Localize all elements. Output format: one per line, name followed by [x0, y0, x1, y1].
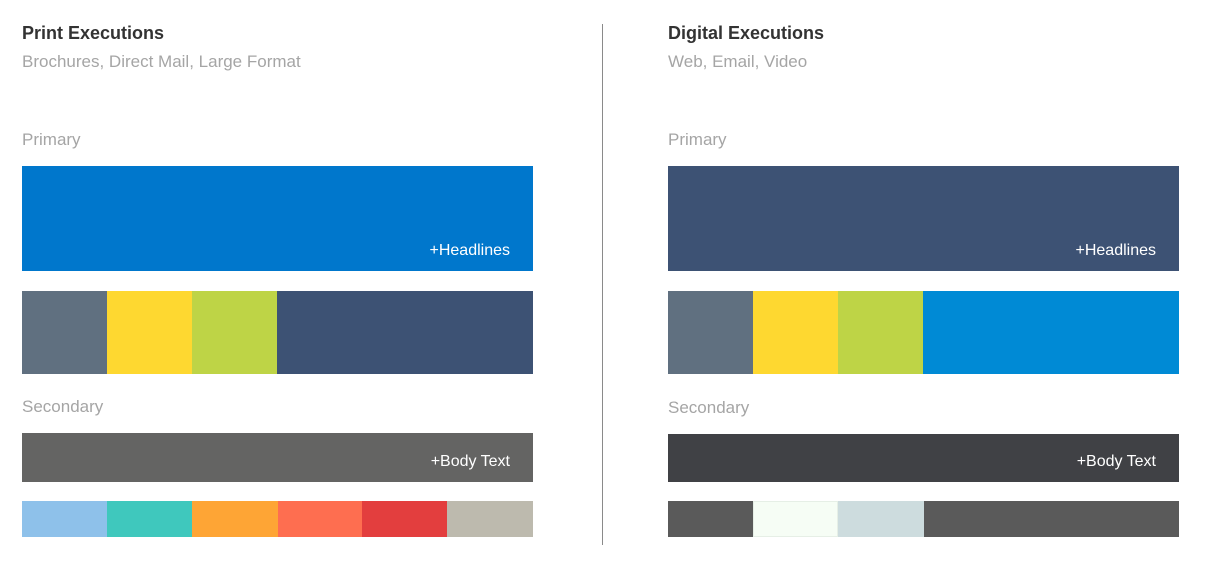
digital-title: Digital Executions	[668, 23, 825, 43]
print-headlines-tag: +Headlines	[429, 242, 511, 259]
digital-primary-label: Primary	[668, 130, 727, 149]
digital-headlines-tag: +Headlines	[1075, 242, 1157, 259]
print-primary-label: Primary	[22, 130, 81, 149]
print-subtitle: Brochures, Direct Mail, Large Format	[22, 52, 301, 71]
digital-secondary-swatch	[924, 501, 1179, 537]
digital-primary-swatch	[668, 291, 753, 374]
print-title: Print Executions	[22, 23, 165, 43]
digital-secondary-main-swatch: +Body Text	[668, 434, 1179, 482]
print-secondary-swatch	[447, 501, 533, 537]
print-secondary-swatch	[107, 501, 192, 537]
print-primary-main-swatch: +Headlines	[22, 166, 533, 271]
print-primary-swatch	[192, 291, 277, 374]
column-divider	[602, 24, 603, 545]
digital-primary-swatch	[753, 291, 838, 374]
print-secondary-swatch	[22, 501, 107, 537]
digital-primary-swatch	[838, 291, 923, 374]
print-primary-swatch	[107, 291, 192, 374]
print-secondary-label: Secondary	[22, 397, 104, 416]
print-secondary-main-swatch: +Body Text	[22, 433, 533, 482]
print-secondary-strip	[22, 501, 533, 537]
digital-primary-swatch	[923, 291, 1179, 374]
digital-body-text-tag: +Body Text	[1076, 453, 1156, 470]
digital-secondary-swatch	[838, 501, 924, 537]
digital-primary-main-swatch: +Headlines	[668, 166, 1179, 271]
digital-secondary-swatch	[753, 501, 838, 537]
digital-subtitle: Web, Email, Video	[668, 52, 808, 71]
digital-secondary-strip	[668, 501, 1179, 537]
print-secondary-swatch	[278, 501, 362, 537]
print-body-text-tag: +Body Text	[430, 453, 510, 470]
print-primary-swatch	[22, 291, 107, 374]
print-primary-swatch	[277, 291, 533, 374]
print-primary-strip	[22, 291, 533, 374]
print-secondary-swatch	[362, 501, 447, 537]
print-secondary-swatch	[192, 501, 278, 537]
digital-secondary-swatch	[668, 501, 753, 537]
digital-secondary-label: Secondary	[668, 398, 750, 417]
digital-primary-strip	[668, 291, 1179, 374]
